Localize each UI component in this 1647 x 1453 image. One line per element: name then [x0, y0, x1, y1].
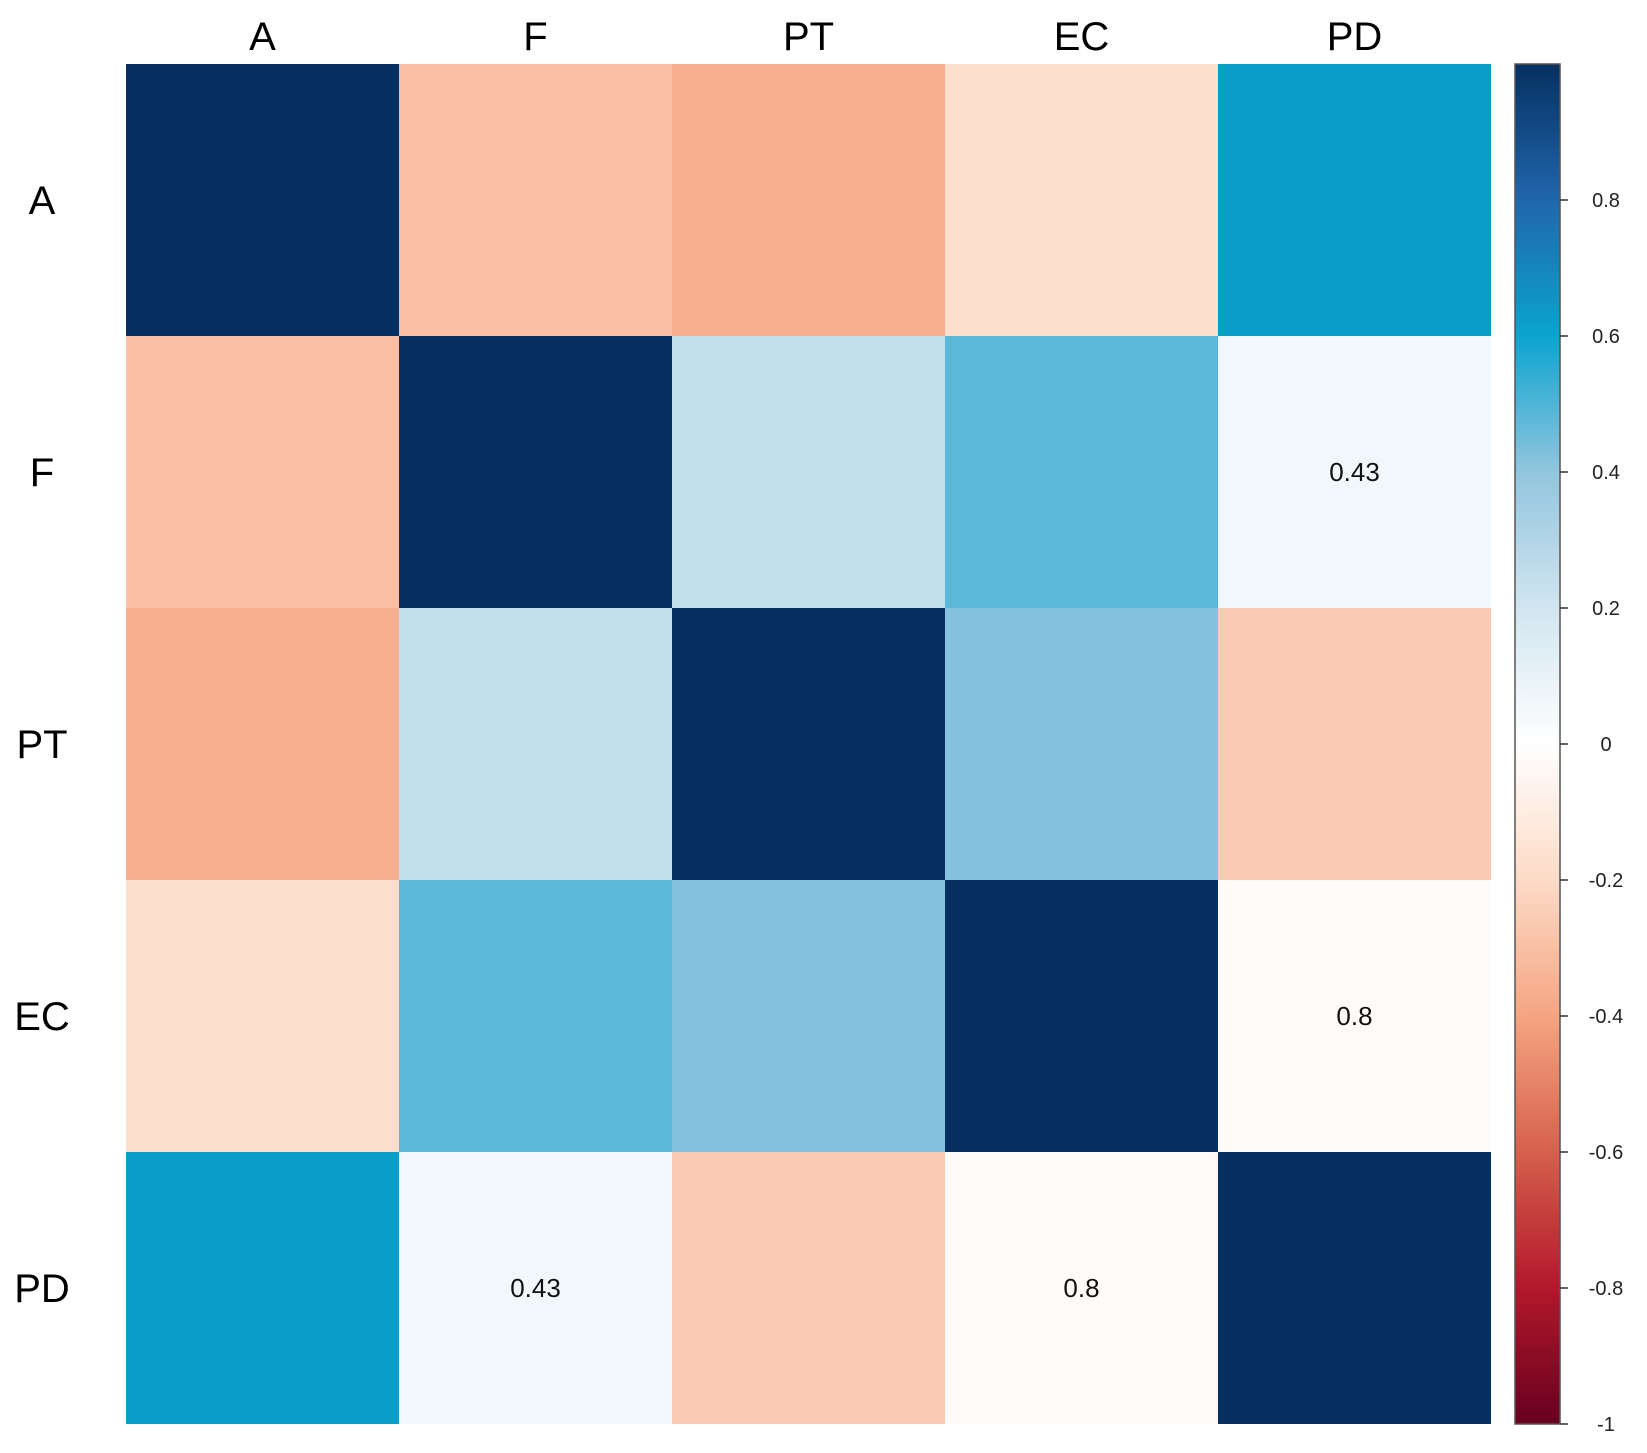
row-label-F: F: [30, 451, 54, 495]
colorbar-tick-label: -0.2: [1589, 870, 1623, 892]
heatmap-cell-PD-EC: [945, 1152, 1218, 1424]
cell-label-PD-EC: 0.8: [1063, 1273, 1099, 1303]
heatmap-cell-F-A: [126, 336, 399, 608]
column-label-PT: PT: [783, 15, 834, 59]
colorbar-tick-label: 0.6: [1592, 326, 1620, 348]
heatmap-cell-A-EC: [945, 64, 1218, 336]
colorbar-tick-label: -0.8: [1589, 1278, 1623, 1300]
heatmap-cell-EC-F: [399, 880, 672, 1152]
row-label-PD: PD: [14, 1267, 70, 1311]
heatmap-cell-EC-PT: [672, 880, 945, 1152]
cell-label-PD-F: 0.43: [510, 1273, 561, 1303]
colorbar-ticks: 0.8 0.6 0.4 0.2 0 -0.2 -0.4 -0.6 -0.8 -1: [1560, 190, 1623, 1436]
heatmap-cell-PD-PT: [672, 1152, 945, 1424]
column-labels: A F PT EC PD: [249, 15, 1382, 59]
colorbar-tick-label: 0.2: [1592, 598, 1620, 620]
colorbar-tick-label: 0.4: [1592, 462, 1620, 484]
heatmap-cell-PT-A: [126, 608, 399, 880]
heatmap-cell-PD-PD: [1218, 1152, 1491, 1424]
heatmap-cell-F-PT: [672, 336, 945, 608]
heatmap-cell-PT-EC: [945, 608, 1218, 880]
heatmap-cell-A-F: [399, 64, 672, 336]
colorbar-legend: 0.8 0.6 0.4 0.2 0 -0.2 -0.4 -0.6 -0.8 -1: [1514, 63, 1623, 1436]
row-labels: A F PT EC PD: [14, 179, 70, 1311]
colorbar-tick-label: 0.8: [1592, 190, 1620, 212]
colorbar-tick-label: -0.4: [1589, 1006, 1623, 1028]
heatmap-cell-PT-F: [399, 608, 672, 880]
heatmap-cell-PT-PT: [672, 608, 945, 880]
heatmap-cell-F-PD: [1218, 336, 1491, 608]
heatmap-cell-F-F: [399, 336, 672, 608]
colorbar-tick-label: -0.6: [1589, 1142, 1623, 1164]
heatmap-cell-EC-A: [126, 880, 399, 1152]
column-label-A: A: [249, 15, 276, 59]
column-label-EC: EC: [1054, 15, 1110, 59]
colorbar-tick-label: -1: [1597, 1414, 1615, 1436]
row-label-EC: EC: [14, 995, 70, 1039]
column-label-PD: PD: [1327, 15, 1383, 59]
cell-value-labels: 0.43 0.8 0.43 0.8: [510, 457, 1380, 1303]
cell-label-F-PD: 0.43: [1329, 457, 1380, 487]
column-label-F: F: [523, 15, 547, 59]
heatmap-cell-PD-A: [126, 1152, 399, 1424]
heatmap-cell-PD-F: [399, 1152, 672, 1424]
heatmap-cell-F-EC: [945, 336, 1218, 608]
heatmap-cells: [126, 64, 1491, 1424]
heatmap-cell-EC-EC: [945, 880, 1218, 1152]
heatmap-cell-PT-PD: [1218, 608, 1491, 880]
colorbar-gradient: [1514, 63, 1561, 1425]
heatmap-cell-A-PT: [672, 64, 945, 336]
row-label-PT: PT: [16, 723, 67, 767]
heatmap-cell-A-PD: [1218, 64, 1491, 336]
heatmap-cell-EC-PD: [1218, 880, 1491, 1152]
cell-label-EC-PD: 0.8: [1336, 1001, 1372, 1031]
colorbar-tick-label: 0: [1600, 734, 1611, 756]
row-label-A: A: [29, 179, 56, 223]
heatmap-cell-A-A: [126, 64, 399, 336]
